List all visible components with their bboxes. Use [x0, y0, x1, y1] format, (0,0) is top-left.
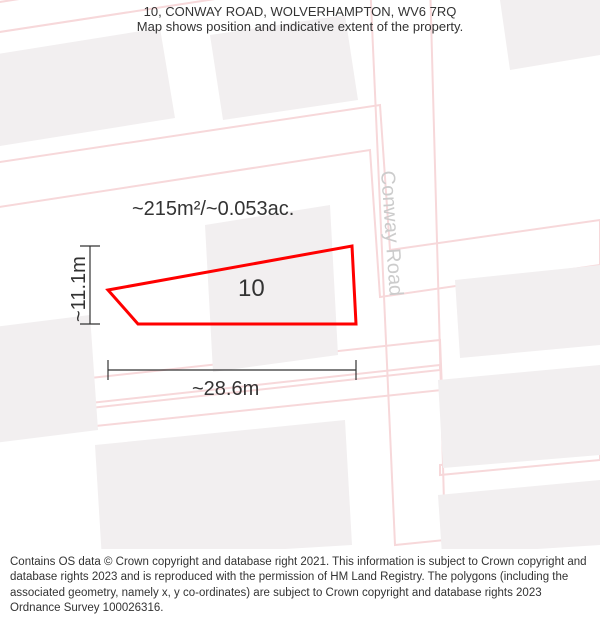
map-header: 10, CONWAY ROAD, WOLVERHAMPTON, WV6 7RQ … — [0, 0, 600, 36]
width-measurement: ~28.6m — [192, 378, 259, 401]
copyright-footer: Contains OS data © Crown copyright and d… — [0, 549, 600, 625]
address-title: 10, CONWAY ROAD, WOLVERHAMPTON, WV6 7RQ — [10, 4, 590, 19]
map-subtitle: Map shows position and indicative extent… — [10, 19, 590, 34]
copyright-text: Contains OS data © Crown copyright and d… — [10, 556, 587, 615]
plot-number: 10 — [238, 275, 265, 303]
height-measurement: ~11.1m — [68, 256, 91, 322]
area-measurement: ~215m²/~0.053ac. — [132, 198, 294, 221]
